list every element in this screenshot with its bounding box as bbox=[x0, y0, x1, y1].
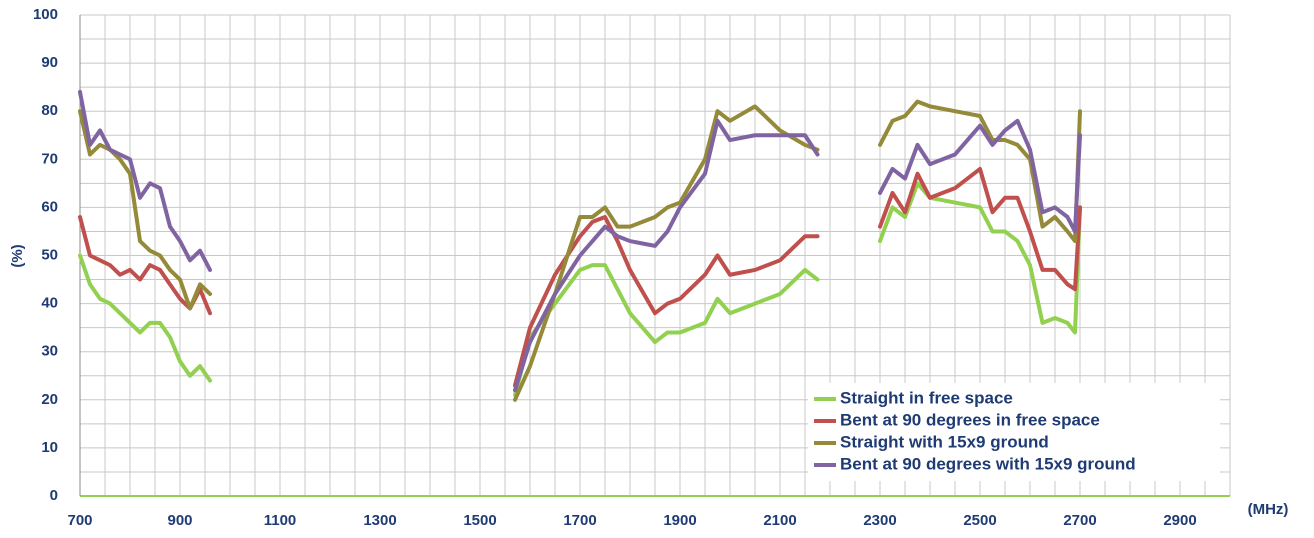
y-tick-label: 30 bbox=[41, 343, 58, 360]
x-tick-label: 2700 bbox=[1063, 512, 1096, 529]
series-line bbox=[78, 89, 1082, 393]
x-tick-label: 2900 bbox=[1163, 512, 1196, 529]
x-tick-label: 1500 bbox=[463, 512, 496, 529]
legend-label: Straight in free space bbox=[840, 388, 1013, 407]
legend-label: Bent at 90 degrees in free space bbox=[840, 410, 1100, 429]
y-tick-label: 70 bbox=[41, 150, 58, 167]
legend-box bbox=[808, 383, 1220, 481]
y-tick-label: 80 bbox=[41, 102, 58, 119]
x-tick-label: 1900 bbox=[663, 512, 696, 529]
y-tick-label: 0 bbox=[50, 487, 58, 504]
legend-label: Straight with 15x9 ground bbox=[840, 432, 1049, 451]
x-tick-label: 1300 bbox=[363, 512, 396, 529]
y-tick-label: 100 bbox=[33, 6, 58, 23]
x-tick-label: 700 bbox=[67, 512, 92, 529]
x-tick-label: 2300 bbox=[863, 512, 896, 529]
series-line bbox=[78, 181, 1082, 397]
y-tick-label: 60 bbox=[41, 198, 58, 215]
x-tick-label: 1700 bbox=[563, 512, 596, 529]
x-axis-label: (MHz) bbox=[1248, 501, 1289, 518]
y-tick-label: 90 bbox=[41, 54, 58, 71]
legend: Straight in free space Bent at 90 degrees… bbox=[808, 383, 1220, 481]
x-tick-label: 900 bbox=[167, 512, 192, 529]
x-tick-label: 2500 bbox=[963, 512, 996, 529]
x-tick-label: 2100 bbox=[763, 512, 796, 529]
y-axis-label: (%) bbox=[9, 244, 26, 267]
legend-label: Bent at 90 degrees with 15x9 ground bbox=[840, 454, 1136, 473]
x-tick-label: 1100 bbox=[264, 512, 297, 529]
y-tick-label: 20 bbox=[41, 391, 58, 408]
y-tick-label: 40 bbox=[41, 295, 58, 312]
y-tick-label: 10 bbox=[41, 439, 58, 456]
y-tick-label: 50 bbox=[41, 246, 58, 263]
